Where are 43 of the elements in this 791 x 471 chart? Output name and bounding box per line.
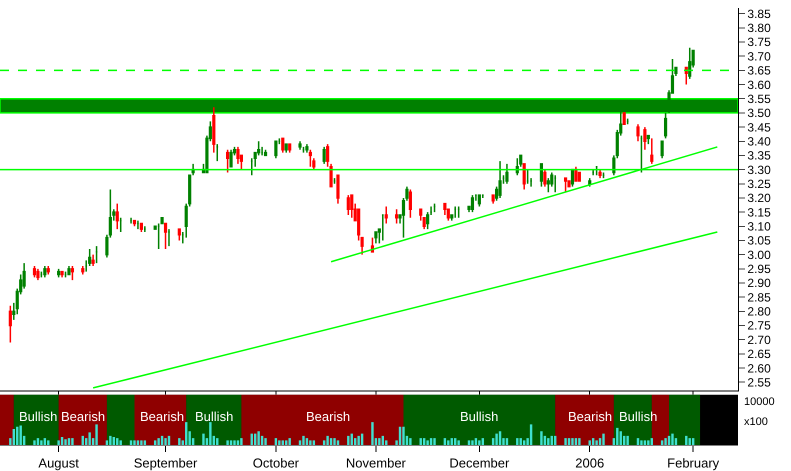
band-label: Bearish bbox=[568, 409, 612, 424]
y-tick-label: 3.20 bbox=[747, 191, 772, 206]
y-tick-label: 3.15 bbox=[747, 205, 772, 220]
y-tick-label: 3.05 bbox=[747, 234, 772, 248]
y-tick-label: 3.80 bbox=[747, 21, 772, 36]
x-tick-label: February bbox=[667, 456, 720, 471]
band-label: Bullish bbox=[195, 409, 234, 424]
y-tick-label: 3.60 bbox=[747, 78, 772, 92]
y-tick-label: 2.90 bbox=[747, 276, 772, 290]
y-tick-label: 2.65 bbox=[747, 347, 772, 362]
band-label: Bearish bbox=[140, 409, 184, 424]
y-tick-label: 3.70 bbox=[747, 49, 772, 64]
y-tick-label: 3.30 bbox=[747, 162, 772, 177]
y-tick-label: 3.50 bbox=[747, 106, 772, 120]
y-tick-label: 2.95 bbox=[747, 262, 772, 276]
text: x100 bbox=[744, 416, 768, 428]
x-tick-label: 2006 bbox=[575, 456, 604, 471]
x-tick-label: September bbox=[134, 456, 198, 471]
y-tick-label: 3.10 bbox=[747, 220, 772, 234]
y-tick-label: 3.00 bbox=[747, 248, 772, 262]
x-tick-label: November bbox=[346, 456, 407, 471]
y-tick-label: 3.65 bbox=[747, 64, 772, 78]
band-label: Bullish bbox=[460, 409, 498, 424]
y-tick-label: 2.85 bbox=[747, 290, 772, 304]
band-label: Bullish bbox=[19, 409, 58, 424]
text: 10000 bbox=[744, 396, 775, 408]
band-label: Bearish bbox=[61, 409, 106, 424]
y-tick-label: 2.60 bbox=[747, 361, 772, 376]
y-tick-label: 3.25 bbox=[747, 176, 772, 191]
y-tick-label: 2.80 bbox=[747, 304, 772, 319]
y-tick-label: 3.85 bbox=[747, 6, 772, 21]
y-tick-label: 3.45 bbox=[747, 120, 772, 134]
y-tick-label: 2.55 bbox=[747, 375, 772, 390]
x-tick-label: October bbox=[252, 456, 300, 471]
y-tick-label: 3.35 bbox=[747, 148, 772, 163]
y-tick-label: 2.75 bbox=[747, 318, 772, 333]
y-tick-label: 3.55 bbox=[747, 92, 772, 106]
y-tick-label: 3.40 bbox=[747, 134, 772, 148]
y-tick-label: 3.75 bbox=[747, 35, 772, 50]
x-tick-label: August bbox=[38, 456, 80, 471]
band-label: Bearish bbox=[306, 409, 350, 424]
x-tick-label: December bbox=[449, 456, 510, 471]
y-tick-label: 2.70 bbox=[747, 332, 772, 347]
